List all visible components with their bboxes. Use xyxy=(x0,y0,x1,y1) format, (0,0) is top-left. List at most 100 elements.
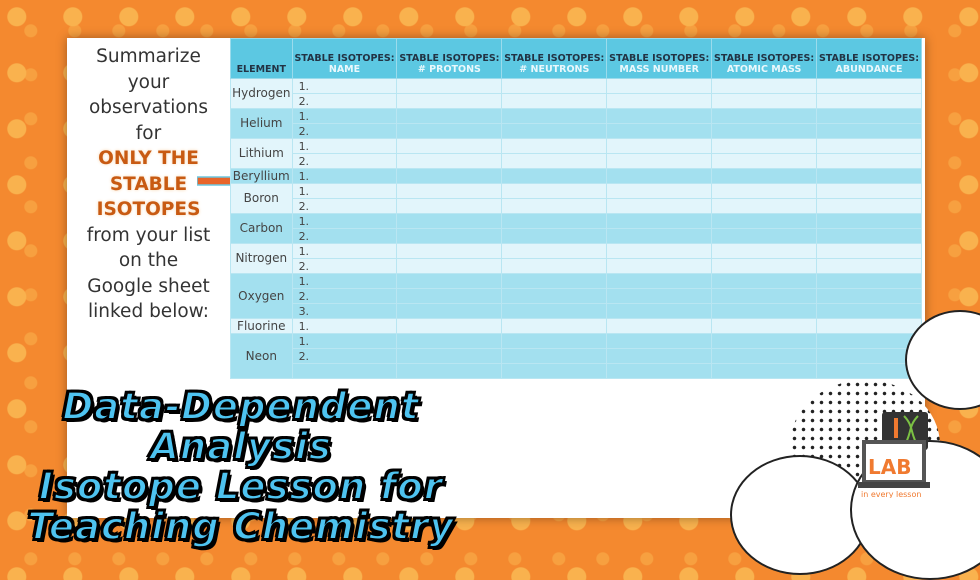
input-cell[interactable] xyxy=(396,138,503,154)
input-cell[interactable] xyxy=(396,198,503,214)
input-cell[interactable] xyxy=(711,258,818,274)
input-cell[interactable] xyxy=(816,213,922,229)
input-cell[interactable] xyxy=(816,138,922,154)
input-cell[interactable] xyxy=(396,213,503,229)
input-cell[interactable] xyxy=(396,93,503,109)
input-cell[interactable] xyxy=(711,78,818,94)
input-cell[interactable] xyxy=(606,213,713,229)
input-cell[interactable] xyxy=(501,273,608,289)
input-cell[interactable] xyxy=(606,183,713,199)
input-cell[interactable] xyxy=(606,243,713,259)
input-cell[interactable] xyxy=(606,273,713,289)
input-cell[interactable] xyxy=(501,243,608,259)
input-cell[interactable] xyxy=(396,243,503,259)
input-cell[interactable] xyxy=(501,363,608,379)
input-cell[interactable] xyxy=(501,183,608,199)
input-cell[interactable] xyxy=(816,153,922,169)
input-cell[interactable] xyxy=(396,108,503,124)
input-cell[interactable] xyxy=(711,213,818,229)
input-cell[interactable] xyxy=(396,273,503,289)
input-cell[interactable] xyxy=(606,318,713,334)
input-cell[interactable] xyxy=(816,168,922,184)
input-cell[interactable] xyxy=(711,303,818,319)
input-cell[interactable] xyxy=(711,198,818,214)
input-cell[interactable] xyxy=(816,258,922,274)
input-cell[interactable] xyxy=(396,258,503,274)
input-cell[interactable] xyxy=(501,168,608,184)
input-cell[interactable] xyxy=(396,183,503,199)
input-cell[interactable] xyxy=(501,123,608,139)
input-cell[interactable] xyxy=(606,93,713,109)
input-cell[interactable] xyxy=(816,93,922,109)
input-cell[interactable] xyxy=(396,78,503,94)
input-cell[interactable] xyxy=(816,123,922,139)
input-cell[interactable] xyxy=(711,273,818,289)
input-cell[interactable] xyxy=(711,333,818,349)
input-cell[interactable] xyxy=(606,303,713,319)
input-cell[interactable] xyxy=(396,228,503,244)
input-cell[interactable] xyxy=(501,213,608,229)
input-cell[interactable] xyxy=(816,243,922,259)
input-cell[interactable] xyxy=(606,228,713,244)
input-cell[interactable] xyxy=(501,333,608,349)
input-cell[interactable] xyxy=(606,288,713,304)
input-cell[interactable] xyxy=(816,198,922,214)
input-cell[interactable] xyxy=(501,318,608,334)
input-cell[interactable] xyxy=(816,228,922,244)
input-cell[interactable] xyxy=(816,183,922,199)
input-cell[interactable] xyxy=(711,138,818,154)
input-cell[interactable] xyxy=(816,363,922,379)
input-cell[interactable] xyxy=(711,153,818,169)
input-cell[interactable] xyxy=(606,348,713,364)
input-cell[interactable] xyxy=(396,153,503,169)
input-cell[interactable] xyxy=(396,288,503,304)
input-cell[interactable] xyxy=(711,123,818,139)
input-cell[interactable] xyxy=(606,153,713,169)
input-cell[interactable] xyxy=(606,108,713,124)
input-cell[interactable] xyxy=(816,78,922,94)
input-cell[interactable] xyxy=(816,108,922,124)
input-cell[interactable] xyxy=(711,108,818,124)
input-cell[interactable] xyxy=(501,153,608,169)
input-cell[interactable] xyxy=(396,123,503,139)
input-cell[interactable] xyxy=(606,138,713,154)
input-cell[interactable] xyxy=(711,228,818,244)
input-cell[interactable] xyxy=(396,348,503,364)
input-cell[interactable] xyxy=(501,93,608,109)
input-cell[interactable] xyxy=(711,243,818,259)
input-cell[interactable] xyxy=(396,168,503,184)
input-cell[interactable] xyxy=(396,333,503,349)
input-cell[interactable] xyxy=(501,288,608,304)
input-cell[interactable] xyxy=(816,273,922,289)
input-cell[interactable] xyxy=(606,363,713,379)
input-cell[interactable] xyxy=(711,93,818,109)
input-cell[interactable] xyxy=(606,333,713,349)
input-cell[interactable] xyxy=(816,333,922,349)
input-cell[interactable] xyxy=(501,198,608,214)
input-cell[interactable] xyxy=(606,78,713,94)
input-cell[interactable] xyxy=(711,183,818,199)
input-cell[interactable] xyxy=(711,168,818,184)
input-cell[interactable] xyxy=(396,303,503,319)
input-cell[interactable] xyxy=(711,348,818,364)
input-cell[interactable] xyxy=(396,318,503,334)
input-cell[interactable] xyxy=(711,318,818,334)
input-cell[interactable] xyxy=(606,258,713,274)
input-cell[interactable] xyxy=(501,108,608,124)
input-cell[interactable] xyxy=(816,303,922,319)
input-cell[interactable] xyxy=(606,168,713,184)
input-cell[interactable] xyxy=(816,288,922,304)
input-cell[interactable] xyxy=(606,123,713,139)
input-cell[interactable] xyxy=(501,258,608,274)
input-cell[interactable] xyxy=(711,363,818,379)
input-cell[interactable] xyxy=(711,288,818,304)
input-cell[interactable] xyxy=(816,348,922,364)
input-cell[interactable] xyxy=(816,318,922,334)
input-cell[interactable] xyxy=(501,348,608,364)
input-cell[interactable] xyxy=(501,78,608,94)
input-cell[interactable] xyxy=(396,363,503,379)
input-cell[interactable] xyxy=(606,198,713,214)
input-cell[interactable] xyxy=(501,303,608,319)
input-cell[interactable] xyxy=(501,138,608,154)
input-cell[interactable] xyxy=(501,228,608,244)
